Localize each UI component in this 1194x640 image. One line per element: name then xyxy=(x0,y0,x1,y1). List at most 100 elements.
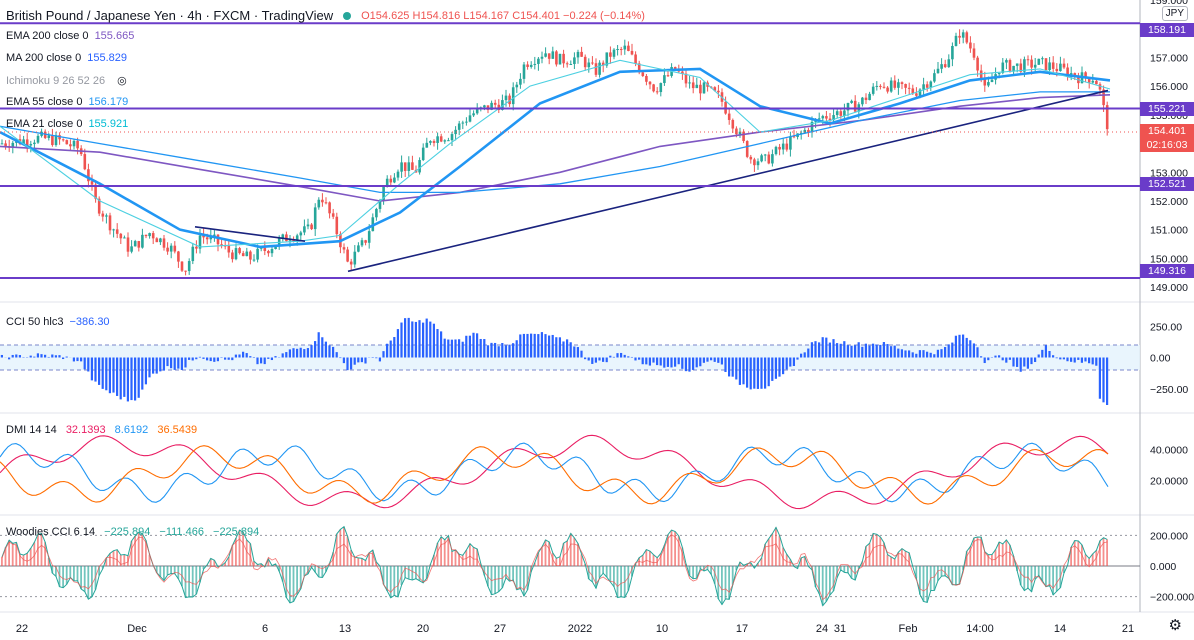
candle-body xyxy=(882,86,886,88)
candle-body xyxy=(688,82,691,84)
candle-body xyxy=(954,35,958,46)
cci-bar xyxy=(684,357,687,372)
candle-body xyxy=(904,84,907,88)
cci-bar xyxy=(267,357,270,359)
cci-bar xyxy=(90,357,93,381)
cci-bar xyxy=(926,351,929,358)
candle-body xyxy=(180,261,184,271)
candle-body xyxy=(119,233,123,239)
dmi-legend[interactable]: DMI 14 14 32.1393 8.6192 36.5439 xyxy=(6,424,197,436)
symbol-title[interactable]: British Pound / Japanese Yen · 4h · FXCM… xyxy=(6,8,334,23)
cci-bar xyxy=(706,357,709,362)
candle-body xyxy=(1098,84,1102,90)
woodies-hist-bar xyxy=(451,551,453,566)
woodies-hist-bar xyxy=(919,566,921,595)
candle-body xyxy=(468,115,472,122)
woodies-hist-bar xyxy=(515,566,518,590)
candle-body xyxy=(1005,60,1008,63)
cci-bar xyxy=(72,357,75,362)
woodies-hist-bar xyxy=(361,558,363,566)
gear-icon[interactable]: ⚙ xyxy=(1168,617,1182,634)
indicator-legend-3[interactable]: EMA 55 close 0 156.179 xyxy=(6,96,128,108)
cci-bar xyxy=(886,344,889,358)
cci-value: −386.30 xyxy=(69,316,110,328)
candle-body xyxy=(22,139,25,145)
woodies-hist-bar xyxy=(605,566,608,578)
dmi-adx-value: 32.1393 xyxy=(65,424,106,436)
currency-button[interactable]: JPY xyxy=(1161,6,1188,21)
candle-body xyxy=(407,162,411,171)
candle-body xyxy=(331,213,335,217)
y-tick-label: 157.000 xyxy=(1150,52,1188,64)
woodies-hist-bar xyxy=(893,559,896,566)
cci-bar xyxy=(1077,357,1080,360)
candle-body xyxy=(1087,77,1091,83)
cci-bar xyxy=(526,333,529,358)
woodies-hist-bar xyxy=(814,566,817,587)
cci-bar xyxy=(893,345,896,358)
candle-body xyxy=(295,235,299,241)
woodies-hist-bar xyxy=(454,549,457,566)
y-tick-label: 152.000 xyxy=(1150,196,1188,208)
close-value: C154.401 xyxy=(512,9,560,22)
cci-bar xyxy=(76,357,79,362)
candle-body xyxy=(43,131,47,138)
indicator-legend-1[interactable]: MA 200 close 0 155.829 xyxy=(6,52,127,64)
candle-body xyxy=(346,249,349,262)
candle-body xyxy=(425,142,429,148)
woodies-hist-bar xyxy=(213,560,216,566)
y-tick-label: 150.000 xyxy=(1150,253,1188,265)
candle-body xyxy=(803,129,807,133)
indicator-label: Ichimoku 9 26 52 26 xyxy=(6,75,106,87)
woodies-hist-bar xyxy=(577,543,579,566)
candle-body xyxy=(389,178,393,183)
candle-body xyxy=(648,81,652,85)
cci-legend[interactable]: CCI 50 hlc3 −386.30 xyxy=(6,316,110,328)
woodies-hist-bar xyxy=(1070,547,1072,566)
candle-body xyxy=(900,82,904,85)
woodies-hist-bar xyxy=(285,566,288,598)
indicator-legend-2[interactable]: Ichimoku 9 26 52 26 ◎ xyxy=(6,74,127,87)
candle-body xyxy=(173,245,177,252)
candle-body xyxy=(1105,105,1109,130)
cci-bar xyxy=(792,357,795,367)
candle-body xyxy=(526,64,529,67)
cci-bar xyxy=(962,334,965,358)
hidden-eye-icon[interactable]: ◎ xyxy=(117,75,127,87)
woodies-hist-bar xyxy=(1055,566,1058,592)
candle-body xyxy=(313,207,317,230)
woodies-hist-bar xyxy=(123,554,126,566)
cci-bar xyxy=(292,348,295,358)
candle-body xyxy=(1015,63,1019,66)
woodies-legend[interactable]: Woodies CCI 6 14 −225.894 −111.466 −225.… xyxy=(6,526,259,538)
x-tick-label: 31 xyxy=(834,623,846,635)
woodies-hist-bar xyxy=(872,533,874,566)
candle-body xyxy=(141,234,144,248)
cci-bar xyxy=(342,357,345,364)
cci-bar xyxy=(296,348,299,358)
woodies-hist-bar xyxy=(425,566,428,578)
woodies-hist-bar xyxy=(692,566,694,579)
cci-bar xyxy=(162,357,165,371)
candle-body xyxy=(1023,59,1026,72)
cci-bar xyxy=(515,340,518,358)
woodies-hist-bar xyxy=(105,558,108,566)
woodies-hist-bar xyxy=(393,566,396,596)
cci-bar xyxy=(198,356,201,358)
candle-body xyxy=(940,64,943,69)
candle-body xyxy=(184,270,187,272)
cci-bar xyxy=(519,334,522,358)
cci-bar xyxy=(177,357,180,369)
indicator-legend-0[interactable]: EMA 200 close 0 155.665 xyxy=(6,30,134,42)
cci-bar xyxy=(695,357,698,368)
candle-body xyxy=(263,247,267,251)
cci-bar xyxy=(494,342,497,358)
woodies-hist-bar xyxy=(868,543,871,566)
woodies-hist-bar xyxy=(289,566,291,603)
cci-bar xyxy=(1080,357,1083,363)
woodies-hist-bar xyxy=(1077,541,1080,566)
woodies-hist-bar xyxy=(839,566,842,570)
indicator-legend-4[interactable]: EMA 21 close 0 155.921 xyxy=(6,118,128,130)
woodies-hist-bar xyxy=(739,562,741,566)
